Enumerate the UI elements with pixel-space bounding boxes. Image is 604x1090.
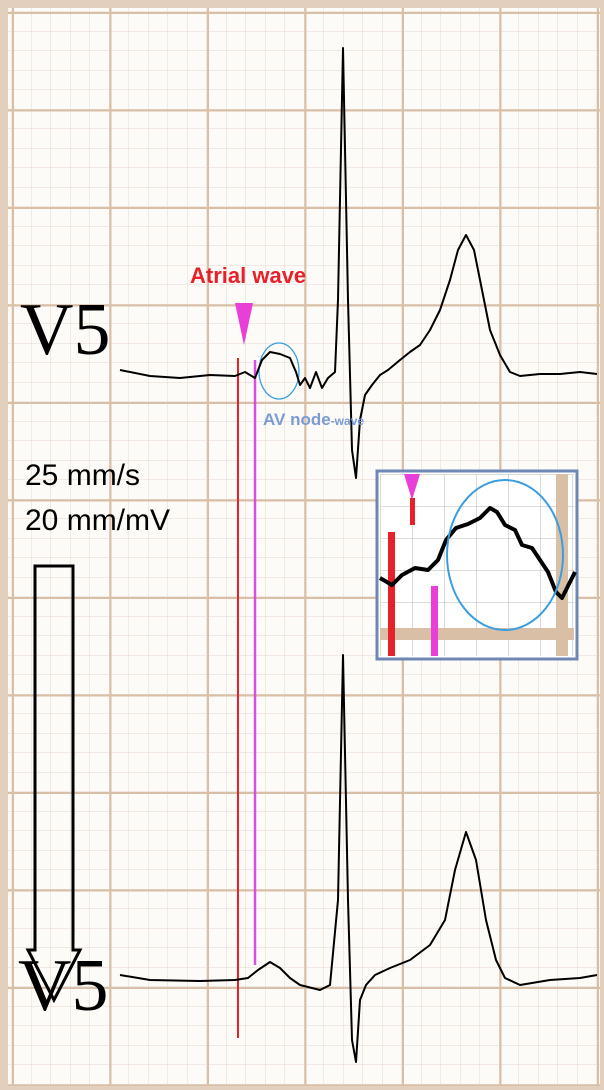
inset-red-bar bbox=[388, 532, 395, 656]
inset-band bbox=[380, 628, 574, 640]
inset-magenta-bar bbox=[431, 586, 438, 656]
inset-trace bbox=[378, 506, 577, 600]
ecg-trace-top bbox=[119, 47, 598, 479]
av-wave-text: -wave bbox=[331, 414, 365, 428]
lead-label: V5 bbox=[20, 289, 110, 371]
inset-pointer bbox=[404, 474, 420, 500]
av-node-label: AV node-wave bbox=[263, 410, 364, 429]
av-ellipse bbox=[258, 342, 300, 400]
lead-label: V5 bbox=[18, 945, 108, 1027]
inset bbox=[375, 469, 579, 661]
atrial-pointer bbox=[235, 303, 253, 345]
inset-ellipse bbox=[446, 479, 564, 631]
gain-label: 20 mm/mV bbox=[25, 504, 170, 537]
scale-arrow bbox=[25, 564, 83, 1004]
speed-label: 25 mm/s bbox=[25, 459, 140, 492]
av-node-text: AV node bbox=[263, 410, 331, 429]
atrial-wave-label: Atrial wave bbox=[190, 263, 306, 288]
inset-pointer-stem bbox=[410, 498, 415, 525]
ecg-trace-bottom bbox=[119, 654, 598, 1063]
